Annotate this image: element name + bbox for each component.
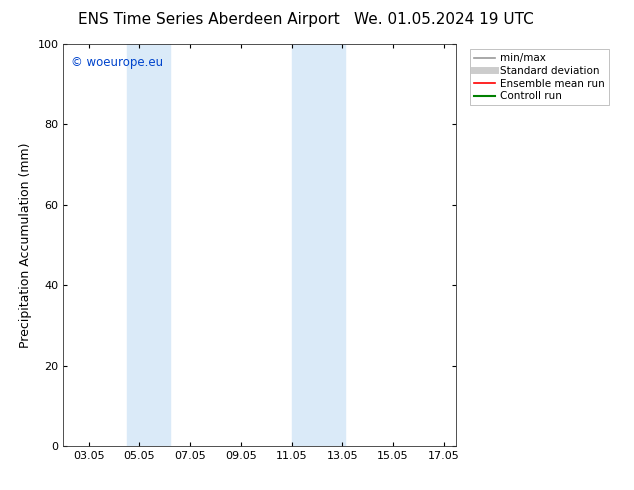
Text: © woeurope.eu: © woeurope.eu — [71, 56, 164, 69]
Bar — [312, 44, 345, 446]
Text: ENS Time Series Aberdeen Airport: ENS Time Series Aberdeen Airport — [79, 12, 340, 27]
Y-axis label: Precipitation Accumulation (mm): Precipitation Accumulation (mm) — [19, 142, 32, 348]
Text: We. 01.05.2024 19 UTC: We. 01.05.2024 19 UTC — [354, 12, 534, 27]
Legend: min/max, Standard deviation, Ensemble mean run, Controll run: min/max, Standard deviation, Ensemble me… — [470, 49, 609, 105]
Bar — [127, 44, 142, 446]
Bar — [142, 44, 170, 446]
Bar — [292, 44, 312, 446]
